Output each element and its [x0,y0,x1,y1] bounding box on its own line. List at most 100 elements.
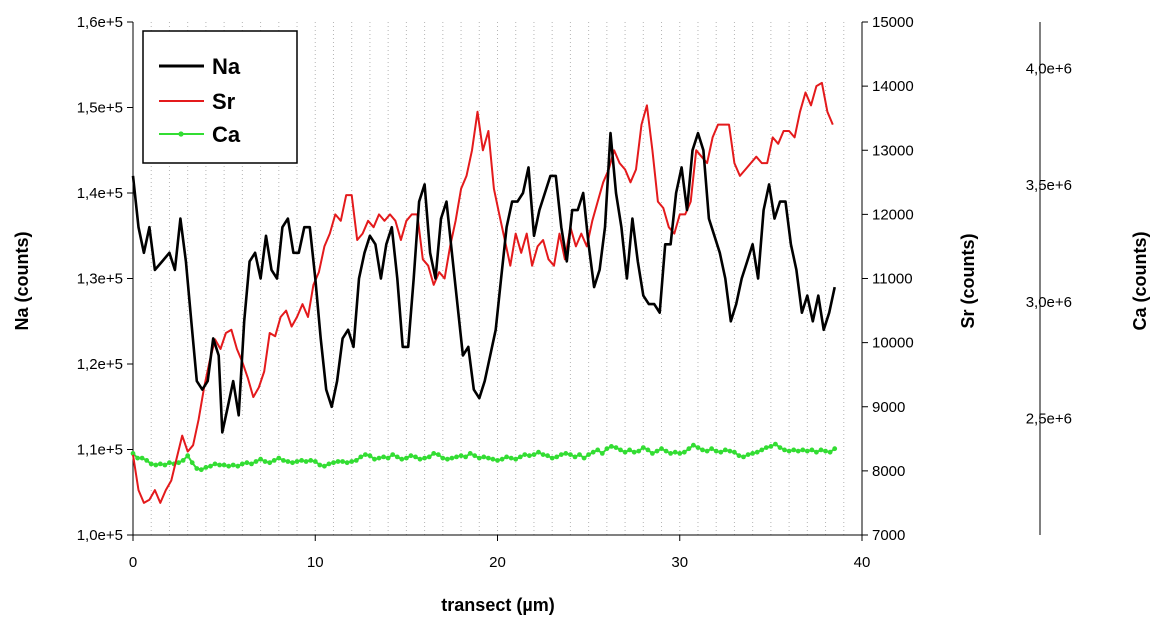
data-point-ca [194,466,200,471]
data-point-ca [417,456,423,462]
data-point-ca [130,451,136,456]
data-point-ca [622,449,628,455]
y-tick-label-right: 10000 [872,335,914,352]
data-point-ca [704,448,710,454]
data-point-ca [736,453,742,459]
data-point-ca [239,461,245,467]
y-tick-label-right: 15000 [872,14,914,31]
x-tick-label: 0 [129,554,137,571]
data-point-ca [777,445,783,450]
data-point-ca [499,456,505,462]
data-point-ca [786,448,792,454]
data-point-ca [659,446,664,452]
data-point-ca [326,461,332,467]
data-point-ca [577,452,582,457]
y-tick-label-right: 8000 [872,463,905,480]
data-point-ca [312,459,318,464]
y-tick-label-left: 1,1e+5 [77,442,123,459]
y-axis-title-sr: Sr (counts) [958,233,978,328]
data-point-ca [376,455,382,461]
data-point-ca [504,454,509,460]
data-point-ca [732,449,737,455]
data-point-ca [590,449,596,455]
data-point-ca [358,454,364,460]
data-point-ca [294,459,300,464]
data-point-ca [782,447,787,453]
series-line-sr [132,81,834,504]
axes [127,21,1041,541]
data-point-ca [586,452,591,457]
data-point-ca [203,465,209,470]
data-point-ca [426,454,432,460]
data-point-ca [800,447,806,453]
y-tick-label-right: 11000 [872,271,913,288]
data-point-ca [722,447,728,453]
data-point-ca [545,453,550,459]
y-tick-label-left: 1,2e+5 [77,356,123,373]
data-point-ca [363,452,368,457]
data-point-ca [303,459,309,464]
data-point-ca [226,463,232,469]
y-axis-title-ca: Ca (counts) [1130,231,1150,330]
data-point-ca [495,458,500,463]
data-point-ca [454,454,459,460]
data-point-ca [230,462,236,468]
data-point-ca [390,452,396,457]
data-point-ca [372,456,377,462]
x-tick-label: 20 [489,554,506,571]
data-point-ca [754,449,760,455]
data-point-ca [235,463,241,469]
data-point-ca [212,461,218,467]
data-point-ca [513,456,519,462]
data-point-ca [331,460,336,466]
data-point-ca [609,444,614,449]
data-point-ca [568,452,573,457]
data-point-ca [244,460,250,466]
y-tick-label-left: 1,3e+5 [77,271,123,288]
data-point-ca [458,453,464,459]
data-point-ca [422,455,427,461]
data-point-ca [317,462,323,468]
data-point-ca [349,459,355,464]
data-point-ca [267,460,273,466]
data-point-ca [713,448,719,454]
data-point-ca [139,455,145,461]
data-point-ca [262,459,268,464]
data-point-ca [795,448,801,454]
data-point-ca [490,456,496,462]
y-tick-label-far-right: 3,0e+6 [1026,294,1072,311]
data-point-ca [700,447,705,453]
data-point-ca [180,458,186,463]
data-point-ca [791,447,797,453]
data-point-ca [198,467,204,473]
y-tick-label-far-right: 4,0e+6 [1026,61,1072,78]
data-point-ca [832,446,838,452]
tick-labels: 0 10 20 30 40 1,0e+5 1,1e+5 1,2e+5 1,3e+5 1,4e+5 1… [77,14,1072,571]
y-tick-label-far-right: 3,5e+6 [1026,177,1072,194]
data-point-ca [663,448,669,454]
y-tick-label-right: 9000 [872,399,905,416]
data-point-ca [595,447,601,453]
data-point-ca [404,455,409,461]
legend-marker-ca [178,131,184,137]
data-point-ca [686,446,692,452]
data-point-ca [636,448,642,454]
data-point-ca [472,453,478,459]
data-point-ca [285,459,291,464]
x-tick-label: 40 [854,554,871,571]
data-point-ca [558,452,564,457]
data-point-ca [691,442,696,448]
legend-box [142,30,298,164]
y-tick-label-right: 12000 [872,206,914,223]
y-tick-label-left: 1,5e+5 [77,100,123,117]
data-point-ca [672,449,678,455]
y-tick-label-right: 13000 [872,142,914,159]
data-point-ca [563,451,569,456]
data-point-ca [394,454,400,460]
data-point-ca [654,448,660,454]
data-point-ca [814,449,819,455]
data-point-ca [148,461,154,467]
data-point-ca [308,458,314,463]
data-point-ca [668,451,673,456]
